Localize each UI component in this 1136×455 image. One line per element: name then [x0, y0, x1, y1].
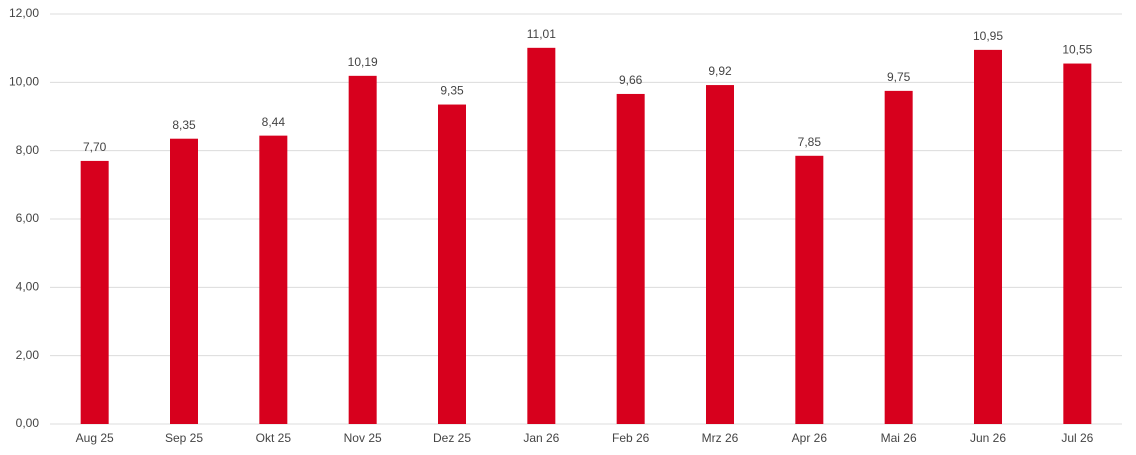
value-label: 11,01 — [527, 27, 556, 41]
x-tick-label: Mrz 26 — [702, 431, 739, 445]
y-tick-label: 10,00 — [9, 75, 39, 89]
y-tick-label: 8,00 — [16, 143, 40, 157]
value-label: 9,66 — [619, 73, 643, 87]
bar — [616, 93, 645, 424]
y-tick-label: 4,00 — [16, 280, 40, 294]
value-label: 10,19 — [348, 55, 378, 69]
y-tick-label: 0,00 — [16, 416, 40, 430]
bar — [795, 155, 824, 424]
x-tick-label: Aug 25 — [76, 431, 114, 445]
value-label: 8,44 — [262, 115, 286, 129]
bar — [80, 160, 109, 424]
y-tick-label: 12,00 — [9, 6, 39, 20]
x-tick-label: Dez 25 — [433, 431, 471, 445]
value-label: 10,95 — [973, 29, 1003, 43]
y-tick-label: 6,00 — [16, 211, 40, 225]
value-label: 9,35 — [440, 84, 464, 98]
bar — [348, 75, 377, 424]
x-tick-label: Okt 25 — [256, 431, 292, 445]
x-tick-label: Mai 26 — [881, 431, 917, 445]
value-label: 8,35 — [172, 118, 196, 132]
value-label: 7,70 — [83, 140, 107, 154]
value-label: 10,55 — [1062, 43, 1092, 57]
x-tick-label: Jun 26 — [970, 431, 1006, 445]
bar — [1063, 63, 1092, 425]
y-tick-label: 2,00 — [16, 348, 40, 362]
bar — [527, 47, 556, 424]
bar — [706, 85, 734, 425]
bar — [974, 49, 1002, 424]
bar — [259, 135, 288, 424]
bar — [884, 90, 913, 424]
x-tick-label: Feb 26 — [612, 431, 650, 445]
x-tick-label: Apr 26 — [792, 431, 828, 445]
value-label: 9,92 — [708, 64, 732, 78]
bar — [438, 104, 466, 425]
x-tick-label: Nov 25 — [344, 431, 382, 445]
x-tick-label: Jul 26 — [1061, 431, 1093, 445]
value-label: 9,75 — [887, 70, 911, 84]
x-tick-label: Sep 25 — [165, 431, 203, 445]
value-label: 7,85 — [798, 135, 822, 149]
bar — [170, 138, 198, 425]
x-tick-label: Jan 26 — [523, 431, 559, 445]
